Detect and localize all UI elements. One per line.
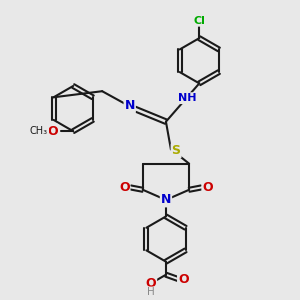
Text: Cl: Cl — [193, 16, 205, 26]
Text: O: O — [202, 181, 213, 194]
Text: O: O — [178, 273, 189, 286]
Text: CH₃: CH₃ — [30, 126, 48, 136]
Text: NH: NH — [178, 93, 197, 103]
Text: N: N — [161, 194, 171, 206]
Text: O: O — [47, 125, 58, 138]
Text: N: N — [124, 99, 135, 112]
Text: O: O — [119, 181, 130, 194]
Text: S: S — [172, 144, 181, 157]
Text: H: H — [147, 287, 154, 297]
Text: O: O — [146, 277, 156, 290]
